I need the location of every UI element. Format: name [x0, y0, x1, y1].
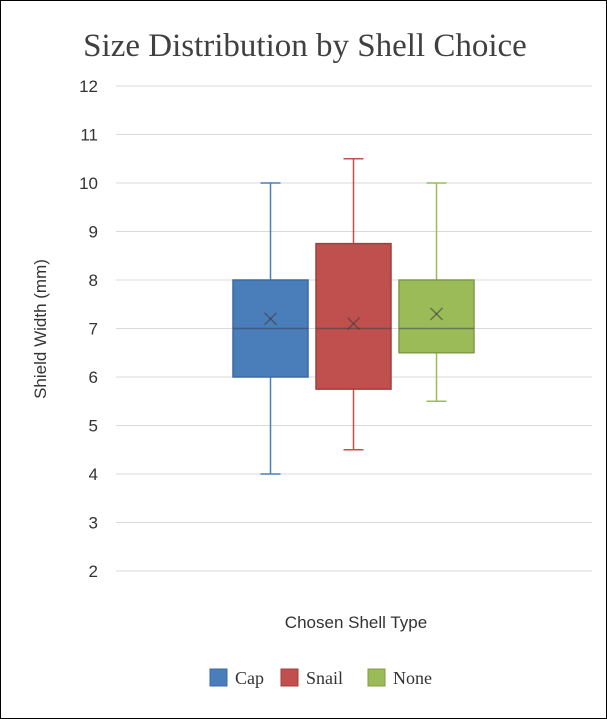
y-tick-label: 7	[89, 320, 98, 339]
box-cap	[232, 182, 309, 475]
mean-marker	[346, 317, 361, 331]
y-tick-label: 9	[89, 223, 98, 242]
y-axis-label: Shield Width (mm)	[31, 259, 50, 399]
y-tick-label: 11	[80, 126, 98, 145]
y-tick-label: 2	[89, 562, 98, 581]
legend-label-snail: Snail	[306, 668, 343, 688]
x-axis-label: Chosen Shell Type	[285, 613, 427, 632]
mean-marker	[263, 312, 278, 326]
y-tick-label: 12	[79, 77, 98, 96]
legend-swatch-none	[367, 668, 386, 687]
chart-title: Size Distribution by Shell Choice	[83, 28, 527, 64]
y-tick-label: 8	[89, 271, 98, 290]
box-iqr	[398, 279, 475, 354]
legend-swatch-snail	[280, 668, 299, 687]
y-tick-label: 6	[89, 368, 98, 387]
legend: Cap Snail None	[209, 668, 432, 688]
y-tick-label: 5	[89, 417, 98, 436]
box-snail	[315, 158, 392, 451]
legend-label-cap: Cap	[235, 668, 264, 688]
box-iqr	[315, 242, 392, 390]
legend-label-none: None	[393, 668, 432, 688]
y-tick-label: 3	[89, 514, 98, 533]
box-none	[398, 182, 475, 402]
legend-swatch-cap	[209, 668, 228, 687]
y-tick-label: 4	[89, 465, 98, 484]
mean-marker	[429, 307, 444, 321]
y-tick-labels: 2 3 4 5 6 7 8 9 10 11 12	[79, 77, 98, 581]
y-tick-label: 10	[79, 174, 98, 193]
boxes	[232, 158, 475, 475]
